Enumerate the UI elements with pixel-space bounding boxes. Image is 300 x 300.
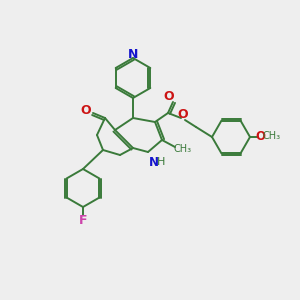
Text: O: O	[255, 130, 265, 142]
Text: O: O	[164, 89, 174, 103]
Text: N: N	[128, 49, 138, 62]
Text: F: F	[79, 214, 87, 227]
Text: CH₃: CH₃	[174, 144, 192, 154]
Text: H: H	[157, 157, 165, 167]
Text: O: O	[81, 104, 91, 118]
Text: N: N	[149, 155, 159, 169]
Text: CH₃: CH₃	[263, 131, 281, 141]
Text: O: O	[178, 107, 188, 121]
